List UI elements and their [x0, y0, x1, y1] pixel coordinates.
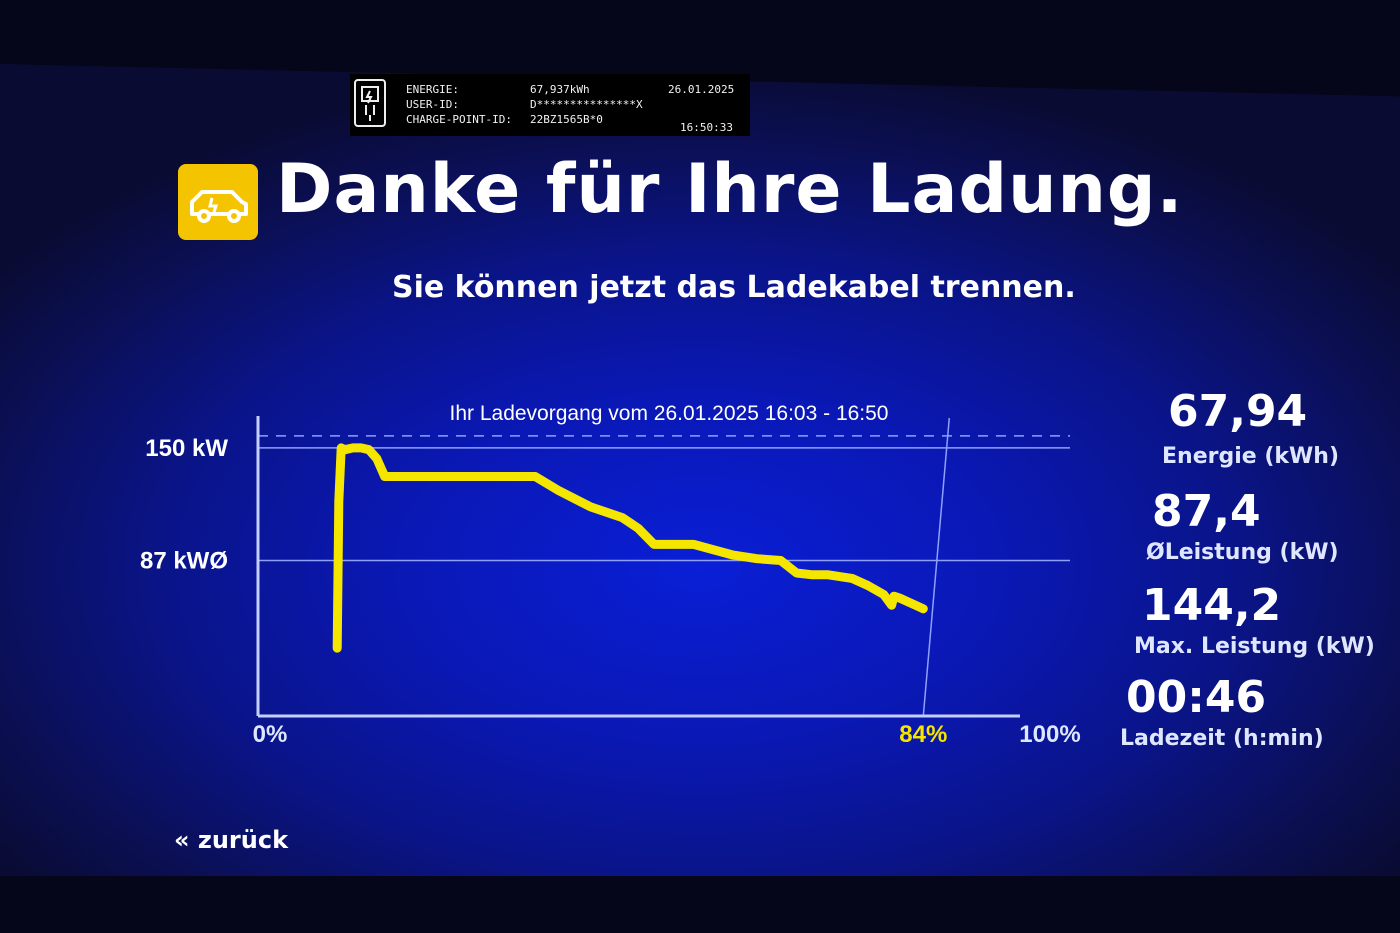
soc-end-marker-line — [922, 417, 951, 717]
back-button[interactable]: « zurück — [174, 826, 289, 854]
charge-point-value: 22BZ1565B*0 — [530, 113, 603, 126]
y-tick-label: 150 kW — [145, 435, 228, 462]
electric-car-icon — [178, 164, 258, 240]
user-id-label: USER-ID: — [406, 98, 459, 111]
chart-ticks: 150 kW 87 kWØ 0% 84% 100% — [140, 435, 1081, 748]
chart-axes — [256, 416, 1020, 718]
y-tick-label: 87 kWØ — [140, 547, 228, 574]
x-tick-label: 0% — [253, 721, 288, 748]
page-title: Danke für Ihre Ladung. — [276, 150, 1184, 229]
energy-label: ENERGIE: — [406, 83, 459, 96]
user-id-value: D***************X — [530, 98, 643, 111]
stat-value: 00:46 — [1126, 672, 1267, 723]
charging-power-line — [332, 443, 928, 653]
stat-value: 87,4 — [1152, 486, 1261, 537]
stat-value: 67,94 — [1168, 386, 1308, 437]
page-subtitle: Sie können jetzt das Ladekabel trennen. — [392, 270, 1076, 305]
receipt-header: ENERGIE: 67,937kWh 26.01.2025 USER-ID: D… — [350, 74, 750, 136]
receipt-date: 26.01.2025 — [668, 83, 735, 96]
stat-value: 144,2 — [1142, 580, 1282, 631]
receipt-time: 16:50:33 — [680, 121, 733, 134]
charge-point-label: CHARGE-POINT-ID: — [406, 113, 512, 126]
stat-label: Energie (kWh) — [1162, 444, 1339, 469]
x-tick-label: 100% — [1019, 721, 1080, 748]
stat-label: ØLeistung (kW) — [1146, 540, 1339, 565]
chart-title: Ihr Ladevorgang vom 26.01.2025 16:03 - 1… — [450, 402, 889, 425]
charging-station-icon — [354, 79, 386, 127]
chart-grid — [258, 417, 1070, 717]
stat-label: Max. Leistung (kW) — [1134, 634, 1375, 659]
x-tick-label: 84% — [899, 721, 947, 748]
energy-value: 67,937kWh — [530, 83, 590, 96]
stat-label: Ladezeit (h:min) — [1120, 726, 1324, 751]
